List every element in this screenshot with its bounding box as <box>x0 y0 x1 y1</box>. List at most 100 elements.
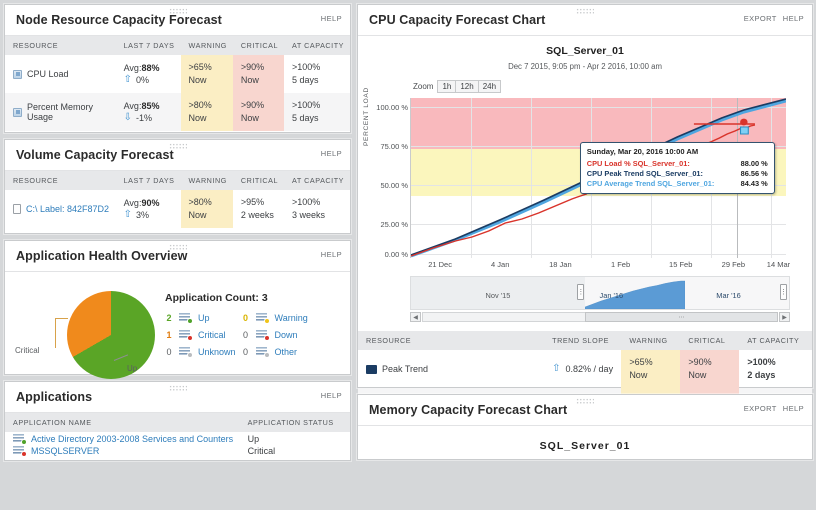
table-row[interactable]: MSSQLSERVER Critical <box>5 445 350 458</box>
avg-value: 88% <box>141 63 160 74</box>
table-header-row: APPLICATION NAME APPLICATION STATUS <box>5 413 350 432</box>
drag-grip-icon[interactable] <box>576 8 594 15</box>
highlight-point <box>740 118 748 126</box>
x-tick: 29 Feb <box>721 260 746 269</box>
zoom-button-1h[interactable]: 1h <box>437 80 457 93</box>
col-application-name: APPLICATION NAME <box>5 413 240 432</box>
panel-title: Applications <box>16 390 93 404</box>
cell-resource: Peak Trend <box>358 350 544 388</box>
drag-grip-icon[interactable] <box>168 244 187 251</box>
scrollbar-left-button[interactable]: ◀ <box>410 312 421 322</box>
cell-application-status: Critical <box>247 446 276 456</box>
panel-header: CPU Capacity Forecast Chart EXPORT HELP <box>358 5 812 36</box>
y-tick: 100.00 % <box>376 103 408 112</box>
help-link[interactable]: HELP <box>782 404 804 413</box>
zoom-button-12h[interactable]: 12h <box>455 80 479 93</box>
y-tick: 25.00 % <box>380 220 408 229</box>
capacity-when: 5 days <box>292 75 319 86</box>
navigator-handle-right[interactable]: ⋮ <box>780 284 787 300</box>
volume-icon <box>13 204 21 215</box>
y-tick: 75.00 % <box>380 142 408 151</box>
drag-grip-icon[interactable] <box>168 143 187 150</box>
cell-warning: >80% Now <box>180 190 233 229</box>
table-row[interactable]: Peak Trend ⇧ 0.82% / day >65% Now >90 <box>358 350 812 389</box>
drag-grip-icon[interactable] <box>576 398 594 405</box>
header-actions: EXPORT HELP <box>744 404 804 413</box>
legend-label-down[interactable]: Down <box>274 330 298 340</box>
legend-label-unknown[interactable]: Unknown <box>198 347 236 357</box>
help-link[interactable]: HELP <box>320 149 342 158</box>
table-row[interactable]: Active Directory 2003-2008 Services and … <box>5 432 350 445</box>
legend-label-up[interactable]: Up <box>198 313 210 323</box>
table-row[interactable]: Percent Memory Usage Avg:85% ⇩ -1% >80% N… <box>5 93 350 132</box>
cell-warning: >80% Now <box>180 93 233 132</box>
application-link[interactable]: MSSQLSERVER <box>31 446 100 456</box>
scrollbar-right-button[interactable]: ▶ <box>779 312 790 322</box>
leader-line-critical <box>55 318 68 319</box>
chart-plot-area[interactable]: PERCENT LOAD 100.00 % 75.00 % 50.00 % 25… <box>358 87 812 269</box>
navigator-series <box>584 280 685 309</box>
table-row[interactable]: C:\ Label: 842F87D2 Avg:90% ⇧ 3% >80% Now… <box>5 190 350 229</box>
gridline <box>411 224 786 225</box>
col-critical: CRITICAL <box>680 331 740 350</box>
chart-title: SQL_Server_01 <box>546 45 624 57</box>
navigator-label: Mar '16 <box>716 291 741 300</box>
chart-canvas[interactable]: Sunday, Mar 20, 2016 10:00 AM CPU Load %… <box>410 98 786 258</box>
tooltip-date: Sunday, Mar 20, 2016 10:00 AM <box>586 147 699 156</box>
critical-when: Now <box>688 370 707 381</box>
scrollbar-thumb[interactable]: ⋯ <box>584 312 778 322</box>
help-link[interactable]: HELP <box>782 14 804 23</box>
application-health-overview-panel: Application Health Overview HELP Critica… <box>4 240 351 379</box>
panel-header: Application Health Overview HELP <box>5 241 350 272</box>
drag-grip-icon[interactable] <box>168 8 187 15</box>
header-actions: HELP <box>321 149 342 158</box>
gridline-vertical <box>471 98 472 258</box>
health-pie-chart[interactable]: Critical Up <box>15 286 165 391</box>
legend-label-other[interactable]: Other <box>274 347 298 357</box>
warning-when: Now <box>188 75 207 86</box>
help-link[interactable]: HELP <box>320 391 342 400</box>
status-icon-down <box>255 330 270 341</box>
col-resource: RESOURCE <box>5 36 116 55</box>
legend-label-critical[interactable]: Critical <box>198 330 226 340</box>
memory-chart-title: SQL_Server_01 <box>539 440 631 452</box>
highlight-marker <box>739 126 749 135</box>
tooltip-key: CPU Peak Trend SQL_Server_01: <box>586 168 704 178</box>
critical-threshold: >95% <box>240 197 265 207</box>
x-tick: 18 Jan <box>549 260 572 269</box>
cell-application-name: MSSQLSERVER <box>5 445 240 458</box>
applications-table: APPLICATION NAME APPLICATION STATUS Acti… <box>5 413 350 458</box>
legend-label-warning[interactable]: Warning <box>274 313 308 323</box>
export-link[interactable]: EXPORT <box>743 404 777 413</box>
series-color-swatch-peak <box>366 364 377 374</box>
help-link[interactable]: HELP <box>320 250 342 259</box>
navigator-handle-left[interactable]: ⋮ <box>577 284 585 300</box>
zoom-button-24h[interactable]: 24h <box>477 80 502 93</box>
gridline-vertical <box>531 98 532 258</box>
warning-threshold: >80% <box>188 100 212 111</box>
status-icon-critical <box>13 446 27 457</box>
memory-icon <box>13 107 22 117</box>
help-link[interactable]: HELP <box>320 14 342 23</box>
resource-label: Percent Memory Usage <box>27 102 94 123</box>
chart-navigator[interactable]: Nov '15 Jan '16 Mar '16 ⋮ ⋮ <box>410 276 790 310</box>
application-link[interactable]: Active Directory 2003-2008 Services and … <box>31 434 234 444</box>
volume-link[interactable]: C:\ Label: 842F87D2 <box>26 204 110 215</box>
drag-grip-icon[interactable] <box>168 385 187 392</box>
y-axis-labels: 100.00 % 75.00 % 50.00 % 25.00 % 0.00 % <box>358 98 408 259</box>
table-row[interactable]: CPU Load Avg:88% ⇧ 0% >65% Now >90% Now <box>5 55 350 94</box>
capacity-when: 5 days <box>292 113 319 124</box>
chart-scrollbar[interactable]: ◀ ⋯ ▶ <box>410 312 790 322</box>
col-application-status: APPLICATION STATUS <box>239 413 350 432</box>
col-at-capacity: AT CAPACITY <box>284 36 350 55</box>
col-last7days: LAST 7 DAYS <box>115 36 181 55</box>
x-tick: 1 Feb <box>610 260 631 269</box>
cell-resource: C:\ Label: 842F87D2 <box>5 190 116 228</box>
table-header-row: RESOURCE LAST 7 DAYS WARNING CRITICAL AT… <box>5 171 350 190</box>
chart-subtitle: Dec 7 2015, 9:05 pm - Apr 2 2016, 10:00 … <box>508 62 662 71</box>
tooltip-value: 88.00 % <box>740 159 768 168</box>
export-link[interactable]: EXPORT <box>743 14 777 23</box>
status-icon-other <box>255 347 270 358</box>
pie-label-up: Up <box>127 364 138 373</box>
warning-threshold: >65% <box>629 357 653 367</box>
